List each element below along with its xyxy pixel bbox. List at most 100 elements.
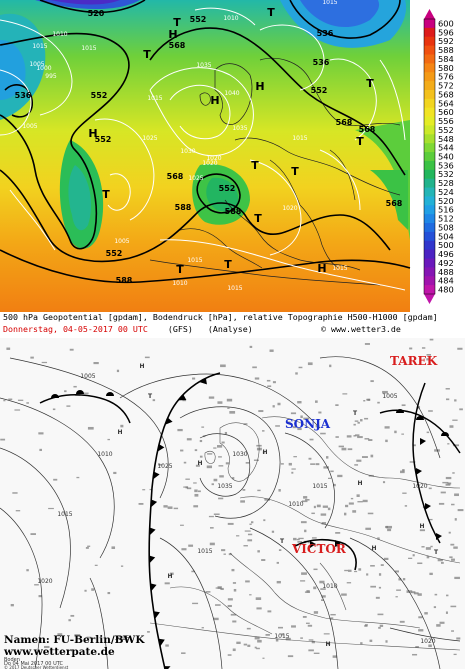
station-glyph: [192, 602, 199, 605]
station-glyph: [225, 462, 230, 465]
isobars: [0, 356, 461, 669]
station-glyph: [307, 362, 313, 366]
station-glyph: [380, 564, 384, 566]
station-glyph: [262, 657, 265, 659]
model-name: (GFS): [167, 324, 193, 334]
isobar-label: 1005: [382, 393, 397, 400]
station-glyph: [362, 499, 368, 503]
colorbar-swatch: [424, 169, 435, 180]
station-glyph: [316, 504, 321, 508]
station-glyph: [94, 564, 98, 566]
station-glyph: [227, 407, 230, 409]
front-victor: [294, 538, 357, 571]
station-glyph: [295, 372, 298, 375]
station-glyph: [12, 492, 18, 494]
colorbar-swatch: [424, 214, 435, 224]
pressure-label: 1015: [147, 95, 162, 102]
credit-link[interactable]: © www.wetter3.de: [321, 324, 401, 334]
station-glyph: [415, 646, 419, 648]
station-glyph: [271, 530, 275, 533]
station-glyph: [257, 550, 260, 553]
station-glyph: [262, 430, 265, 432]
pressure-label: 1015: [322, 0, 337, 6]
station-glyph: [355, 434, 360, 437]
station-glyph: [297, 541, 303, 543]
station-glyph: [319, 580, 325, 584]
station-glyph: [357, 421, 360, 424]
geopotential-label: 552: [106, 249, 123, 258]
station-glyph: [436, 624, 441, 627]
station-glyph: [26, 569, 29, 572]
colorbar-swatch: [424, 258, 435, 268]
station-glyph: [199, 455, 203, 458]
pressure-label: 1025: [142, 135, 157, 142]
station-glyph: [217, 401, 223, 404]
cold-front-triangle: [153, 611, 160, 620]
isobar-label: 1015: [274, 633, 289, 640]
colorbar-tick-label: 596: [438, 27, 454, 37]
station-glyph: [86, 636, 92, 639]
station-glyph: [457, 347, 463, 350]
station-glyph: [440, 561, 444, 564]
station-glyph: [375, 596, 380, 599]
station-glyph: [232, 620, 237, 623]
station-glyph: [402, 578, 406, 581]
geopotential-label: 552: [190, 15, 207, 24]
colorbar-tick-label: 580: [438, 63, 454, 73]
station-glyph: [346, 582, 352, 584]
station-glyph: [386, 525, 393, 529]
station-glyph: [434, 449, 440, 452]
low-pressure-marker: T: [291, 165, 299, 178]
low-pressure-marker: T: [254, 212, 262, 225]
station-glyph: [230, 613, 237, 616]
station-glyph: [395, 596, 398, 598]
station-glyph: [250, 521, 254, 524]
station-glyph: [87, 545, 91, 547]
colorbar-tick-label: 508: [438, 222, 454, 232]
low-pressure-marker: T: [173, 16, 181, 29]
station-glyph: [73, 385, 77, 388]
station-glyph: [309, 438, 314, 441]
station-glyph: [185, 478, 190, 480]
colorbar-swatch: [424, 72, 435, 82]
station-glyph: [144, 356, 150, 359]
station-glyph: [183, 461, 187, 464]
station-glyph: [6, 347, 11, 350]
station-glyph: [15, 510, 21, 512]
station-glyph: [167, 506, 173, 509]
colorbar-tick-label: 548: [438, 134, 454, 144]
isobar-label: 1015: [57, 511, 72, 518]
colorbar-swatch: [424, 125, 435, 135]
station-glyph: [300, 580, 306, 582]
station-glyph: [401, 404, 406, 407]
low-pressure-marker: T: [102, 188, 110, 201]
station-glyph: [278, 549, 282, 551]
station-glyph: [261, 559, 266, 561]
station-glyph: [457, 509, 464, 512]
station-glyph: [181, 548, 187, 551]
station-glyph: [218, 456, 222, 458]
station-glyph: [298, 366, 303, 369]
station-glyph: [116, 369, 120, 373]
isobar-label: 1025: [157, 463, 172, 470]
warm-front-semicircle: [76, 390, 84, 394]
pressure-label: 1025: [188, 175, 203, 182]
warm-front-semicircle: [106, 392, 114, 396]
bottom-surface-analysis: 1005 1010 1015 1020 1025 1030 1035 1015 1010 1005…: [0, 338, 465, 670]
station-glyph: [447, 482, 452, 485]
low-pressure-marker: T: [176, 263, 184, 276]
colorbar-swatch: [424, 45, 435, 55]
footer-url[interactable]: www.wetterpate.de: [4, 646, 115, 658]
station-glyph: [233, 588, 237, 592]
station-glyph: [300, 415, 303, 419]
station-glyph: [232, 477, 235, 480]
station-glyph: [344, 569, 349, 572]
cold-front-triangle: [436, 533, 442, 540]
station-glyph: [83, 392, 89, 394]
station-glyph: [335, 404, 339, 407]
station-glyph: [272, 405, 275, 408]
colorbar-swatch: [424, 267, 435, 277]
colorbar-tick-label: 576: [438, 72, 454, 82]
station-glyph: [164, 582, 170, 585]
station-glyph: [300, 521, 307, 524]
